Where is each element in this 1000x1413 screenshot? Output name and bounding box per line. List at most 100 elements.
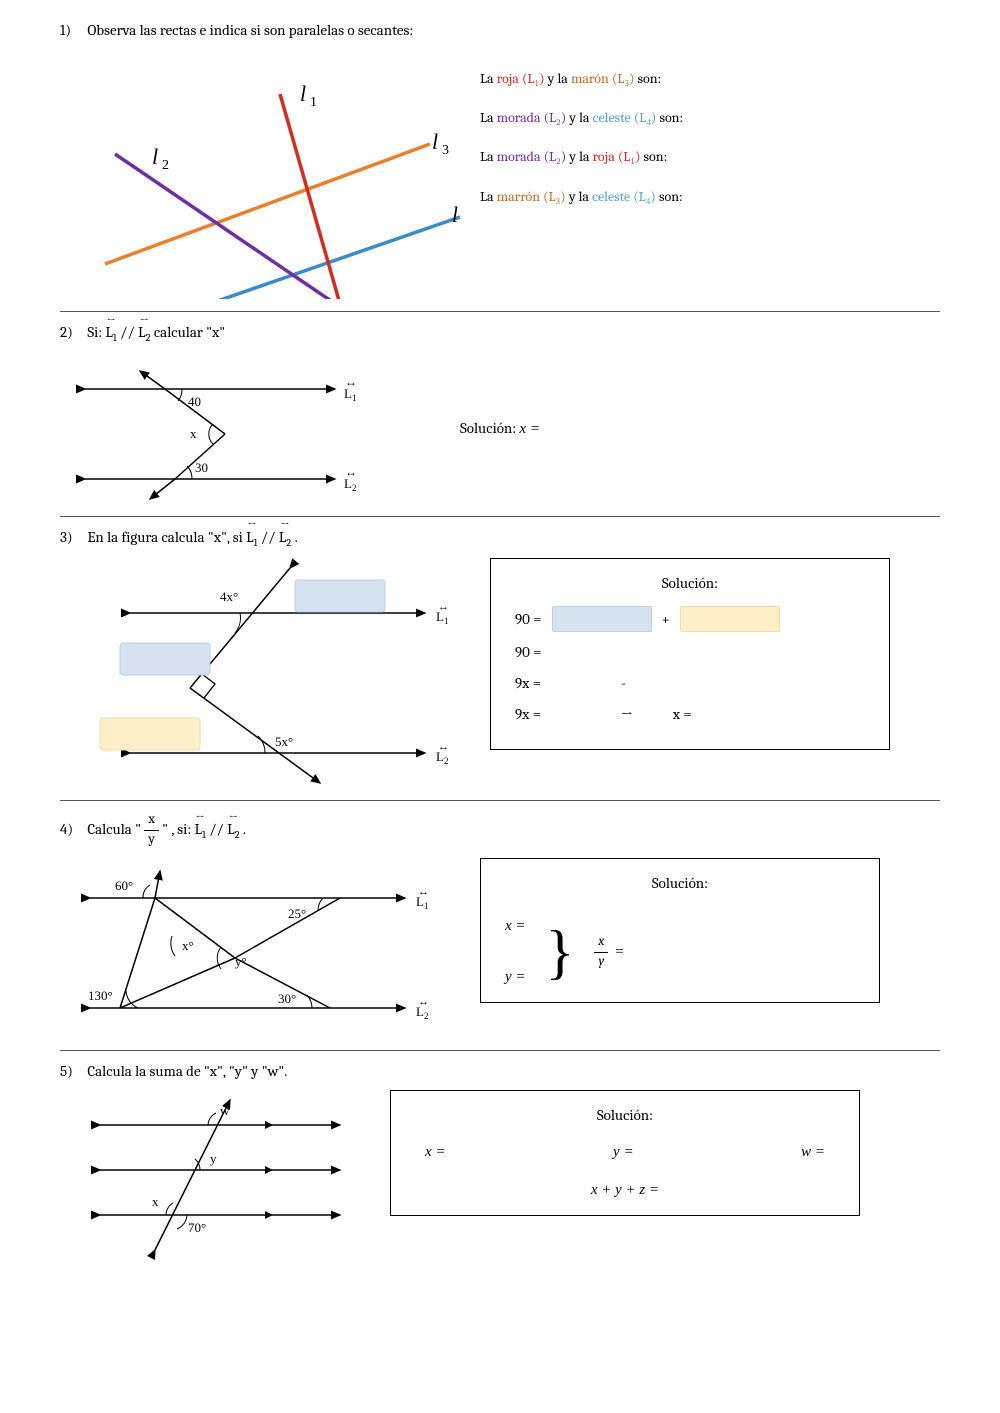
- svg-text:l: l: [152, 144, 158, 169]
- p5-prompt: 5) Calcula la suma de "x", "y" y "w".: [60, 1061, 940, 1082]
- p4-L1: L1: [194, 819, 205, 843]
- p2-mid: //: [120, 323, 138, 341]
- p5-diagram: w y x 70°: [60, 1090, 370, 1260]
- p3-eq1-plus: +: [662, 609, 670, 630]
- problem-4: 4) Calcula " x y " , si: L1 // L2 . ↔ L1…: [60, 811, 940, 1038]
- p3-eq2-text: 90 =: [515, 642, 542, 663]
- p4-solution-box: Solución: x = y = } x y =: [480, 858, 880, 1003]
- svg-text:l: l: [452, 202, 458, 227]
- p3-eq1-lhs: 90 =: [515, 609, 542, 630]
- p5-sum: x + y + z =: [591, 1182, 659, 1198]
- p4-prompt: 4) Calcula " x y " , si: L1 // L2 .: [60, 811, 940, 850]
- svg-text:l: l: [432, 129, 438, 154]
- svg-text:1: 1: [310, 95, 317, 110]
- separator: [60, 311, 940, 312]
- colored-text: roja (L₁): [497, 70, 545, 87]
- p4-fraction-icon: x y: [144, 811, 159, 850]
- p3-eq2: 90 =: [515, 642, 865, 663]
- p3-eq4-x: x =: [673, 704, 692, 725]
- colored-text: morada (L₂): [497, 109, 567, 126]
- colored-text: celeste (L₄): [592, 188, 656, 205]
- svg-text:y: y: [210, 1151, 217, 1166]
- p5-number: 5): [60, 1061, 84, 1082]
- svg-text:w: w: [220, 1103, 230, 1118]
- blank-blue[interactable]: [552, 606, 652, 632]
- p2-L2: L2: [138, 322, 150, 346]
- p3-eq4: 9x = → x =: [515, 704, 865, 725]
- colored-text: marón (L₃): [571, 70, 635, 87]
- p4-frac-d: y: [144, 831, 159, 850]
- p2-sol-var: x =: [519, 421, 540, 437]
- p4-yeq: y =: [505, 967, 526, 988]
- p4-mid: " , si:: [162, 820, 194, 838]
- separator: [60, 1050, 940, 1051]
- separator: [60, 516, 940, 517]
- p2-L1: L1: [105, 322, 116, 346]
- p3-eq3: 9x = -: [515, 673, 865, 694]
- p3-prefix: En la figura calcula "x", si: [87, 528, 246, 546]
- p4-sol-title: Solución:: [505, 873, 855, 894]
- p1-statement: La morada (L₂) y la roja (L₁) son:: [480, 137, 940, 176]
- p2-angle-x: x: [190, 426, 197, 441]
- p5-sol-title: Solución:: [415, 1105, 835, 1126]
- brace-icon: }: [546, 922, 575, 982]
- p2-diagram: ↔ L1 ↔ L2 40 x 30: [60, 354, 380, 504]
- separator: [60, 800, 940, 801]
- p3-end: .: [295, 528, 298, 546]
- p3-prompt: 3) En la figura calcula "x", si L1 // L2…: [60, 527, 940, 551]
- problem-2: 2) Si: L1 // L2 calcular "x" ↔ L1 ↔ L2: [60, 322, 940, 504]
- svg-text:70°: 70°: [188, 1220, 206, 1235]
- p4-number: 4): [60, 819, 84, 840]
- p1-prompt: 1) Observa las rectas e indica si son pa…: [60, 20, 940, 41]
- p2-prefix: Si:: [87, 323, 105, 341]
- p3-eq4-lhs: 9x =: [515, 704, 541, 725]
- p4-rf-n: x: [594, 933, 608, 953]
- p3-sol-title: Solución:: [515, 573, 865, 594]
- p3-diagram: ↔ L1 ↔ L2 4x° 5x°: [60, 558, 470, 788]
- svg-text:x: x: [152, 1194, 159, 1209]
- blank-yellow[interactable]: [680, 606, 780, 632]
- p2-angle-30: 30: [195, 460, 208, 475]
- p4-prefix: Calcula ": [87, 820, 144, 838]
- colored-text: morada (L₂): [497, 148, 567, 165]
- svg-text:30°: 30°: [278, 991, 296, 1006]
- p2-angle-40: 40: [188, 394, 201, 409]
- problem-3: 3) En la figura calcula "x", si L1 // L2…: [60, 527, 940, 789]
- p4-diagram: ↔ L1 ↔ L2 60° 25° x° y° 130°: [60, 858, 460, 1038]
- p2-prompt: 2) Si: L1 // L2 calcular "x": [60, 322, 940, 346]
- p3-eq3-lhs: 9x =: [515, 673, 541, 694]
- p4-end: .: [243, 820, 246, 838]
- p5-weq: w =: [801, 1142, 825, 1163]
- svg-text:2: 2: [162, 158, 169, 173]
- problem-1: 1) Observa las rectas e indica si son pa…: [60, 20, 940, 299]
- p3-solution-box: Solución: 90 = + 90 = 9x = - 9x = → x =: [490, 558, 890, 750]
- p2-suffix: calcular "x": [154, 323, 225, 341]
- p4-frac-n: x: [144, 811, 159, 831]
- svg-text:60°: 60°: [115, 878, 133, 893]
- p1-diagram: l1 l2 l3 l4: [60, 49, 460, 299]
- p1-prompt-text: Observa las rectas e indica si son paral…: [87, 21, 413, 39]
- colored-text: marrón (L₃): [497, 188, 566, 205]
- p2-sol-label: Solución:: [460, 419, 519, 437]
- svg-text:x°: x°: [182, 938, 194, 953]
- p2-number: 2): [60, 322, 84, 343]
- p3-angle-4x: 4x°: [220, 589, 238, 604]
- svg-text:25°: 25°: [288, 906, 306, 921]
- p3-eq3-minus: -: [621, 673, 626, 694]
- p4-frac-eq: =: [614, 942, 624, 963]
- arrow-icon: →: [621, 704, 633, 725]
- p1-statement: La roja (L₁) y la marón (L₃) son:: [480, 59, 940, 98]
- p4-L2: L2: [227, 819, 239, 843]
- p3-angle-5x: 5x°: [275, 734, 293, 749]
- svg-text:y°: y°: [235, 954, 247, 969]
- p3-L2: L2: [279, 527, 291, 551]
- p5-yeq: y =: [613, 1142, 634, 1163]
- svg-text:l: l: [300, 81, 306, 106]
- p5-prompt-text: Calcula la suma de "x", "y" y "w".: [87, 1062, 287, 1080]
- colored-text: roja (L₁): [593, 148, 641, 165]
- p3-eq1: 90 = +: [515, 606, 865, 632]
- p2-solution: Solución: x =: [400, 418, 940, 440]
- p4-rf-d: y: [594, 953, 608, 972]
- p1-statements: La roja (L₁) y la marón (L₃) son: La mora…: [480, 49, 940, 216]
- problem-5: 5) Calcula la suma de "x", "y" y "w".: [60, 1061, 940, 1260]
